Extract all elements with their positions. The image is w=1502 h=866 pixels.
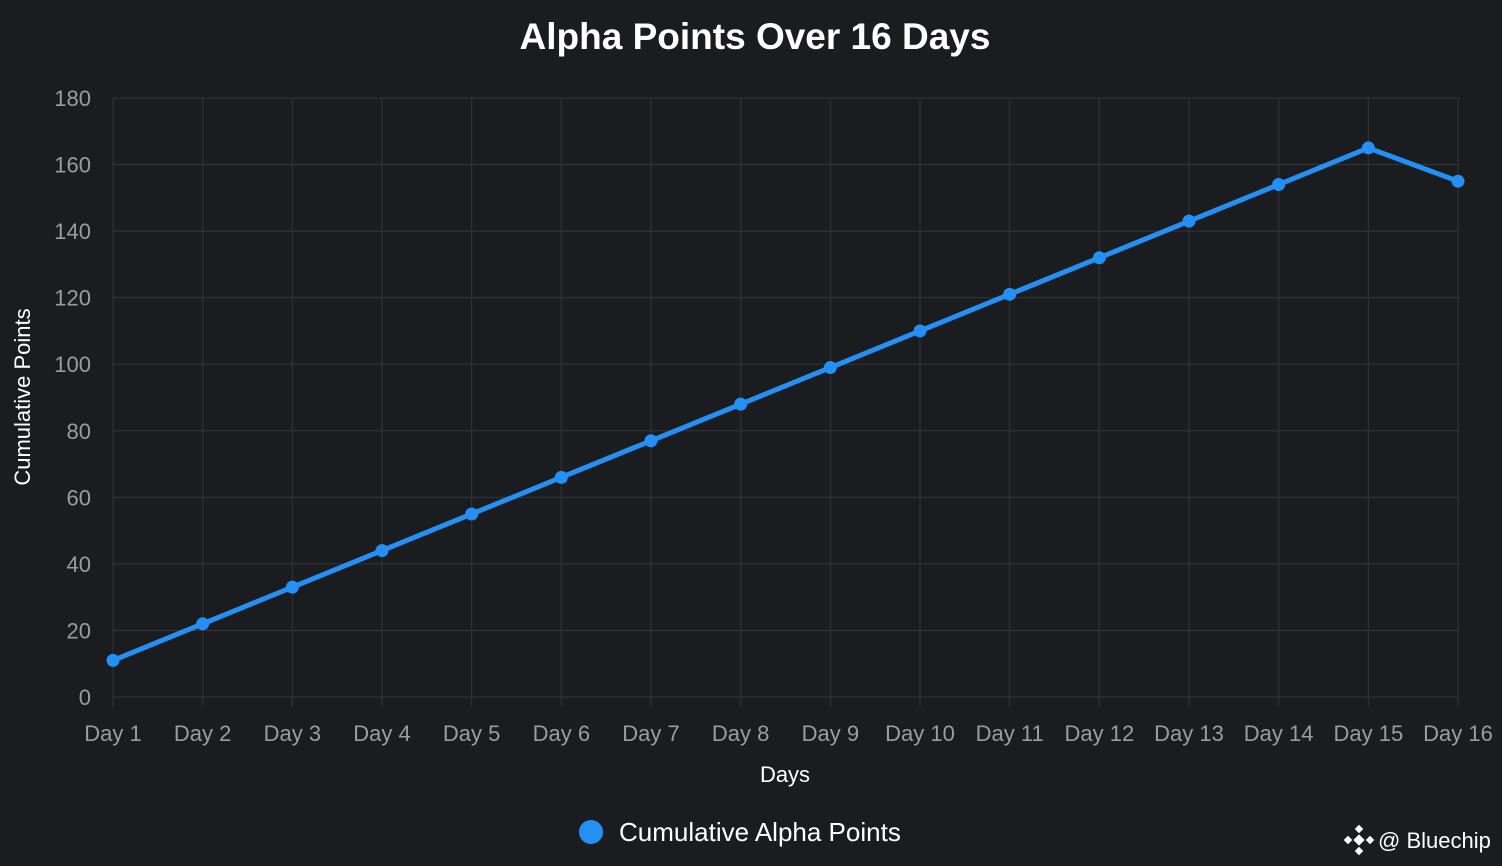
x-tick-label: Day 7 [622,721,679,746]
y-axis-label: Cumulative Points [10,308,35,485]
x-tick-label: Day 3 [264,721,321,746]
data-point[interactable] [375,544,389,558]
data-point[interactable] [1451,174,1465,188]
series-layer [106,141,1465,667]
x-tick-label: Day 2 [174,721,231,746]
data-point[interactable] [1003,287,1017,301]
data-point[interactable] [1182,214,1196,228]
data-point[interactable] [734,397,748,411]
x-tick-label: Day 8 [712,721,769,746]
y-tick-label: 100 [54,352,91,377]
x-tick-label: Day 9 [802,721,859,746]
y-tick-label: 60 [67,485,91,510]
data-point[interactable] [554,470,568,484]
legend[interactable]: Cumulative Alpha Points [579,817,901,847]
x-tick-label: Day 1 [84,721,141,746]
diamond-logo-icon [1343,824,1375,856]
data-point[interactable] [196,617,210,631]
data-point[interactable] [285,580,299,594]
grid [112,97,1459,707]
x-tick-label: Day 10 [885,721,955,746]
x-tick-label: Day 12 [1064,721,1134,746]
y-tick-label: 40 [67,552,91,577]
x-tick-label: Day 14 [1244,721,1314,746]
y-tick-label: 20 [67,618,91,643]
x-tick-label: Day 5 [443,721,500,746]
y-tick-label: 120 [54,286,91,311]
watermark: @ Bluechip [1343,824,1491,856]
y-tick-label: 160 [54,153,91,178]
legend-label: Cumulative Alpha Points [619,817,901,847]
x-tick-label: Day 13 [1154,721,1224,746]
x-axis-label: Days [760,762,810,787]
x-tick-label: Day 16 [1423,721,1493,746]
x-axis-ticks: Day 1 Day 2 Day 3 Day 4 Day 5 Day 6 Day 7 Day 8… [84,721,1493,746]
data-point[interactable] [106,653,120,667]
data-point[interactable] [913,324,927,338]
data-point[interactable] [465,507,479,521]
x-tick-label: Day 6 [533,721,590,746]
watermark-text: @ Bluechip [1378,828,1491,853]
data-point[interactable] [644,434,658,448]
data-point[interactable] [1272,178,1286,192]
legend-marker [579,820,603,844]
x-tick-label: Day 4 [353,721,410,746]
data-point[interactable] [1361,141,1375,155]
y-tick-label: 180 [54,86,91,111]
data-point[interactable] [823,361,837,375]
y-tick-label: 0 [79,685,91,710]
x-tick-label: Day 15 [1333,721,1403,746]
chart-title: Alpha Points Over 16 Days [520,16,991,57]
x-tick-label: Day 11 [976,721,1044,746]
y-tick-label: 140 [54,219,91,244]
y-tick-label: 80 [67,419,91,444]
data-point[interactable] [1092,251,1106,265]
series-line [110,145,1461,663]
y-axis-ticks: 0 20 40 60 80 100 120 140 160 180 [54,86,91,710]
